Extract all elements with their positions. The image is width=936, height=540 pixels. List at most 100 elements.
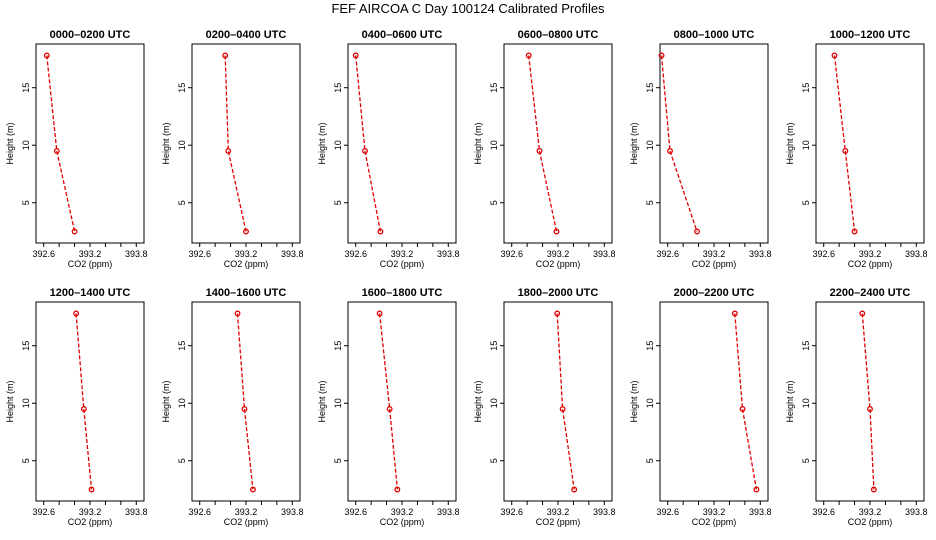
x-tick-label: 393.8 bbox=[905, 249, 928, 259]
y-axis-label: Height (m) bbox=[5, 122, 15, 164]
x-axis-label: CO2 (ppm) bbox=[848, 517, 893, 527]
data-point bbox=[694, 228, 700, 235]
panel-4: 0600–0800 UTC 392.6 393.2 393.8 5 10 15 CO2 (pp… bbox=[473, 29, 616, 269]
x-tick-label: 393.8 bbox=[749, 507, 772, 517]
x-tick-label: 393.2 bbox=[703, 249, 726, 259]
panel-7: 1200–1400 UTC 392.6 393.2 393.8 5 10 15 CO2 (pp… bbox=[5, 287, 148, 527]
y-tick-label: 5 bbox=[177, 458, 187, 463]
profile-line bbox=[224, 55, 247, 232]
panel-title: 1800–2000 UTC bbox=[518, 287, 599, 299]
y-tick-label: 5 bbox=[645, 200, 655, 205]
y-tick-label: 5 bbox=[177, 200, 187, 205]
data-point bbox=[658, 52, 665, 59]
panel-8: 1400–1600 UTC 392.6 393.2 393.8 5 10 15 CO2 (pp… bbox=[161, 287, 304, 527]
y-axis-label: Height (m) bbox=[785, 380, 795, 422]
y-tick-label: 10 bbox=[645, 398, 655, 408]
y-tick-label: 10 bbox=[489, 398, 499, 408]
data-point bbox=[851, 228, 858, 235]
x-tick-label: 392.6 bbox=[188, 249, 211, 259]
x-axis-label: CO2 (ppm) bbox=[224, 259, 269, 269]
plot-frame bbox=[191, 43, 301, 244]
y-axis-label: Height (m) bbox=[629, 122, 639, 164]
y-tick-label: 5 bbox=[21, 458, 31, 463]
profile-line bbox=[556, 313, 575, 490]
y-tick-label: 15 bbox=[177, 83, 187, 93]
data-point bbox=[559, 406, 566, 412]
profile-line bbox=[378, 313, 399, 490]
x-tick-label: 393.2 bbox=[79, 249, 102, 259]
panel-title: 2200–2400 UTC bbox=[830, 287, 911, 299]
x-tick-label: 392.6 bbox=[32, 249, 55, 259]
y-tick-label: 5 bbox=[489, 200, 499, 205]
panel-12: 2200–2400 UTC 392.6 393.2 393.8 5 10 15 CO2 (pp… bbox=[785, 287, 928, 527]
data-point bbox=[571, 486, 578, 493]
plot-frame bbox=[815, 43, 925, 244]
x-axis-label: CO2 (ppm) bbox=[692, 517, 737, 527]
x-axis-label: CO2 (ppm) bbox=[224, 517, 269, 527]
profile-line bbox=[75, 313, 93, 490]
data-point bbox=[842, 148, 849, 154]
x-tick-label: 393.8 bbox=[593, 507, 616, 517]
x-tick-label: 392.6 bbox=[656, 507, 679, 517]
data-point bbox=[241, 406, 248, 412]
x-tick-label: 392.6 bbox=[812, 249, 835, 259]
y-tick-label: 15 bbox=[333, 83, 343, 93]
data-point bbox=[73, 310, 80, 317]
data-point bbox=[739, 406, 746, 412]
y-tick-label: 10 bbox=[333, 140, 343, 150]
y-tick-label: 5 bbox=[21, 200, 31, 205]
panel-title: 1200–1400 UTC bbox=[50, 287, 131, 299]
plot-frame bbox=[503, 43, 613, 244]
x-tick-label: 393.2 bbox=[859, 507, 882, 517]
panel-title: 0200–0400 UTC bbox=[206, 29, 287, 41]
data-point bbox=[386, 406, 393, 412]
y-axis-label: Height (m) bbox=[473, 122, 483, 164]
data-point bbox=[536, 148, 543, 154]
panel-title: 0000–0200 UTC bbox=[50, 29, 131, 41]
data-point bbox=[377, 228, 384, 235]
data-point bbox=[53, 148, 60, 154]
panel-5: 0800–1000 UTC 392.6 393.2 393.8 5 10 15 CO2 (pp… bbox=[629, 29, 772, 269]
y-axis-label: Height (m) bbox=[161, 380, 171, 422]
x-tick-label: 393.2 bbox=[79, 507, 102, 517]
y-tick-label: 15 bbox=[177, 341, 187, 351]
x-tick-label: 393.2 bbox=[547, 249, 570, 259]
data-point bbox=[859, 310, 866, 317]
panel-2: 0200–0400 UTC 392.6 393.2 393.8 5 10 15 CO2 (pp… bbox=[161, 29, 304, 269]
panel-title: 0400–0600 UTC bbox=[362, 29, 443, 41]
y-tick-label: 5 bbox=[489, 458, 499, 463]
y-axis-label: Height (m) bbox=[473, 380, 483, 422]
x-tick-label: 392.6 bbox=[344, 507, 367, 517]
y-tick-label: 15 bbox=[801, 83, 811, 93]
x-tick-label: 393.2 bbox=[547, 507, 570, 517]
y-tick-label: 10 bbox=[177, 140, 187, 150]
y-tick-label: 5 bbox=[333, 458, 343, 463]
x-axis-label: CO2 (ppm) bbox=[536, 517, 581, 527]
data-point bbox=[667, 148, 673, 154]
y-tick-label: 15 bbox=[21, 83, 31, 93]
x-tick-label: 393.8 bbox=[593, 249, 616, 259]
y-tick-label: 5 bbox=[645, 458, 655, 463]
data-point bbox=[867, 406, 873, 412]
x-axis-label: CO2 (ppm) bbox=[692, 259, 737, 269]
y-tick-label: 15 bbox=[489, 83, 499, 93]
panel-1: 0000–0200 UTC 392.6 393.2 393.8 5 10 15 CO2 (pp… bbox=[5, 29, 148, 269]
data-point bbox=[554, 310, 561, 317]
data-point bbox=[870, 486, 877, 493]
plot-frame bbox=[347, 301, 457, 502]
x-tick-label: 393.8 bbox=[437, 249, 460, 259]
profile-line bbox=[861, 313, 875, 490]
data-point bbox=[525, 52, 532, 59]
x-tick-label: 392.6 bbox=[812, 507, 835, 517]
panel-title: 0800–1000 UTC bbox=[674, 29, 755, 41]
y-axis-label: Height (m) bbox=[629, 380, 639, 422]
figure-title: FEF AIRCOA C Day 100124 Calibrated Profi… bbox=[331, 1, 605, 16]
y-tick-label: 15 bbox=[801, 341, 811, 351]
x-tick-label: 393.2 bbox=[391, 507, 414, 517]
data-point bbox=[352, 52, 359, 59]
y-tick-label: 10 bbox=[177, 398, 187, 408]
y-tick-label: 15 bbox=[333, 341, 343, 351]
data-point bbox=[71, 228, 78, 235]
y-tick-label: 10 bbox=[489, 140, 499, 150]
